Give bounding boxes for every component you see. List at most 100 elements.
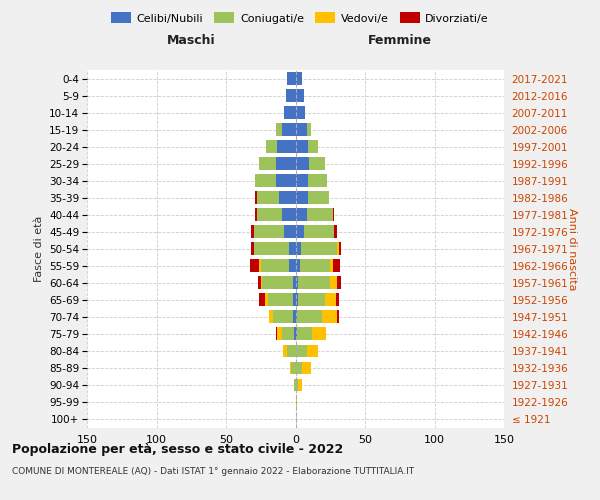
Bar bbox=[310, 157, 325, 170]
Bar bbox=[250, 260, 259, 272]
Bar bbox=[255, 174, 276, 187]
Bar bbox=[307, 123, 311, 136]
Bar bbox=[281, 208, 296, 221]
Bar bbox=[276, 328, 277, 340]
Bar bbox=[308, 140, 318, 153]
Text: Popolazione per età, sesso e stato civile - 2022: Popolazione per età, sesso e stato civil… bbox=[12, 442, 343, 456]
Bar bbox=[299, 260, 330, 272]
Bar bbox=[283, 344, 287, 358]
Bar bbox=[268, 294, 293, 306]
Bar bbox=[277, 328, 281, 340]
Bar bbox=[338, 242, 341, 255]
Bar bbox=[294, 328, 296, 340]
Y-axis label: Anni di nascita: Anni di nascita bbox=[567, 208, 577, 290]
Bar bbox=[337, 276, 341, 289]
Bar bbox=[266, 140, 277, 153]
Bar bbox=[334, 226, 337, 238]
Text: COMUNE DI MONTEREALE (AQ) - Dati ISTAT 1° gennaio 2022 - Elaborazione TUTTITALIA: COMUNE DI MONTEREALE (AQ) - Dati ISTAT 1… bbox=[12, 468, 414, 476]
Bar bbox=[269, 310, 273, 323]
Bar bbox=[292, 362, 296, 374]
Bar bbox=[337, 242, 338, 255]
Bar bbox=[287, 344, 296, 358]
Bar bbox=[276, 174, 296, 187]
Bar bbox=[298, 294, 325, 306]
Bar bbox=[289, 260, 296, 272]
Bar bbox=[333, 260, 340, 272]
Bar bbox=[257, 208, 281, 221]
Bar bbox=[293, 276, 296, 289]
Bar bbox=[325, 294, 336, 306]
Bar bbox=[259, 260, 261, 272]
Bar bbox=[302, 362, 311, 374]
Bar bbox=[307, 344, 318, 358]
Bar bbox=[265, 294, 268, 306]
Bar bbox=[281, 123, 296, 136]
Bar bbox=[296, 276, 298, 289]
Bar bbox=[296, 260, 299, 272]
Bar bbox=[259, 294, 265, 306]
Bar bbox=[281, 328, 294, 340]
Bar bbox=[322, 310, 337, 323]
Legend: Celibi/Nubili, Coniugati/e, Vedovi/e, Divorziati/e: Celibi/Nubili, Coniugati/e, Vedovi/e, Di… bbox=[107, 8, 493, 28]
Bar bbox=[296, 226, 304, 238]
Bar bbox=[251, 242, 254, 255]
Bar bbox=[290, 362, 292, 374]
Bar bbox=[262, 276, 293, 289]
Bar bbox=[296, 89, 304, 102]
Bar bbox=[276, 157, 296, 170]
Bar bbox=[251, 226, 254, 238]
Bar bbox=[296, 174, 308, 187]
Bar bbox=[304, 226, 334, 238]
Bar bbox=[308, 192, 329, 204]
Bar bbox=[276, 123, 281, 136]
Bar bbox=[296, 344, 307, 358]
Bar bbox=[298, 276, 330, 289]
Text: Femmine: Femmine bbox=[368, 34, 432, 48]
Bar bbox=[287, 72, 296, 85]
Text: Maschi: Maschi bbox=[167, 34, 215, 48]
Bar bbox=[312, 328, 326, 340]
Bar bbox=[296, 294, 298, 306]
Bar bbox=[330, 276, 337, 289]
Bar bbox=[284, 226, 296, 238]
Bar bbox=[259, 157, 276, 170]
Bar bbox=[277, 140, 296, 153]
Bar bbox=[296, 362, 302, 374]
Bar bbox=[297, 310, 322, 323]
Bar bbox=[286, 89, 296, 102]
Bar bbox=[258, 276, 261, 289]
Bar bbox=[257, 192, 279, 204]
Bar bbox=[254, 242, 289, 255]
Bar bbox=[293, 294, 296, 306]
Bar bbox=[330, 260, 333, 272]
Bar bbox=[273, 310, 293, 323]
Bar bbox=[308, 174, 328, 187]
Bar bbox=[297, 328, 312, 340]
Bar bbox=[296, 123, 307, 136]
Bar bbox=[261, 260, 289, 272]
Y-axis label: Fasce di età: Fasce di età bbox=[34, 216, 44, 282]
Bar bbox=[296, 192, 308, 204]
Bar bbox=[296, 106, 305, 119]
Bar bbox=[289, 242, 296, 255]
Bar bbox=[294, 378, 296, 392]
Bar bbox=[255, 192, 257, 204]
Bar bbox=[296, 72, 302, 85]
Bar bbox=[336, 294, 338, 306]
Bar bbox=[293, 310, 296, 323]
Bar bbox=[296, 157, 310, 170]
Bar bbox=[296, 378, 298, 392]
Bar bbox=[261, 276, 262, 289]
Bar bbox=[296, 328, 297, 340]
Bar bbox=[333, 208, 334, 221]
Bar bbox=[279, 192, 296, 204]
Bar bbox=[284, 106, 296, 119]
Bar bbox=[296, 242, 301, 255]
Bar bbox=[296, 208, 307, 221]
Bar bbox=[254, 226, 284, 238]
Bar bbox=[307, 208, 333, 221]
Bar bbox=[296, 310, 297, 323]
Bar bbox=[255, 208, 257, 221]
Bar bbox=[296, 140, 308, 153]
Bar bbox=[298, 378, 302, 392]
